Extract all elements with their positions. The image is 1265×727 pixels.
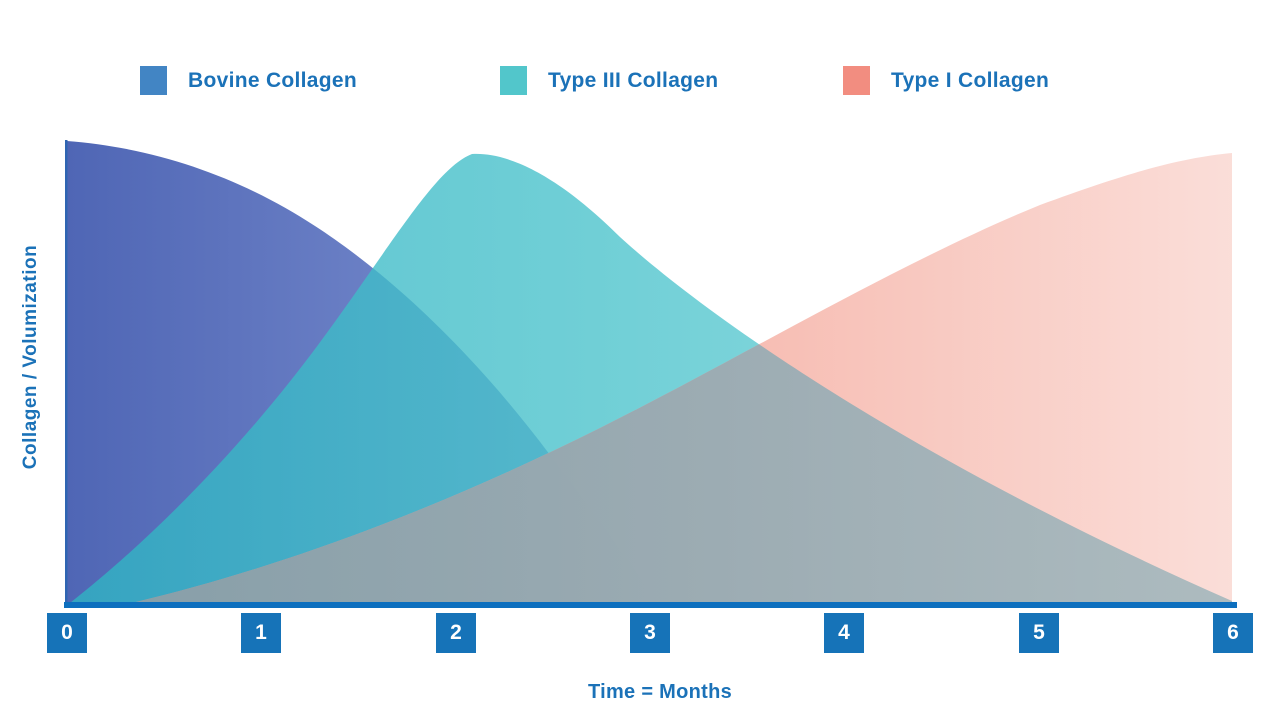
legend-item-type-i: Type I Collagen [843,66,1049,95]
x-tick-6: 6 [1213,613,1253,653]
type-iii-swatch-icon [500,66,527,95]
x-tick-3: 3 [630,613,670,653]
bovine-swatch-icon [140,66,167,95]
x-tick-4: 4 [824,613,864,653]
type-i-swatch-icon [843,66,870,95]
y-axis-line [65,140,68,603]
legend-label: Type III Collagen [548,68,719,92]
x-tick-2: 2 [436,613,476,653]
x-tick-0: 0 [47,613,87,653]
legend-item-type-iii: Type III Collagen [500,66,718,95]
legend-label: Bovine Collagen [188,68,358,92]
legend-label: Type I Collagen [891,68,1050,92]
x-axis-line [64,602,1237,608]
x-axis-title: Time = Months [587,681,733,703]
x-tick-5: 5 [1019,613,1059,653]
legend-item-bovine: Bovine Collagen [140,66,357,95]
x-tick-1: 1 [241,613,281,653]
y-axis-label: Collagen / Volumization [20,244,41,470]
